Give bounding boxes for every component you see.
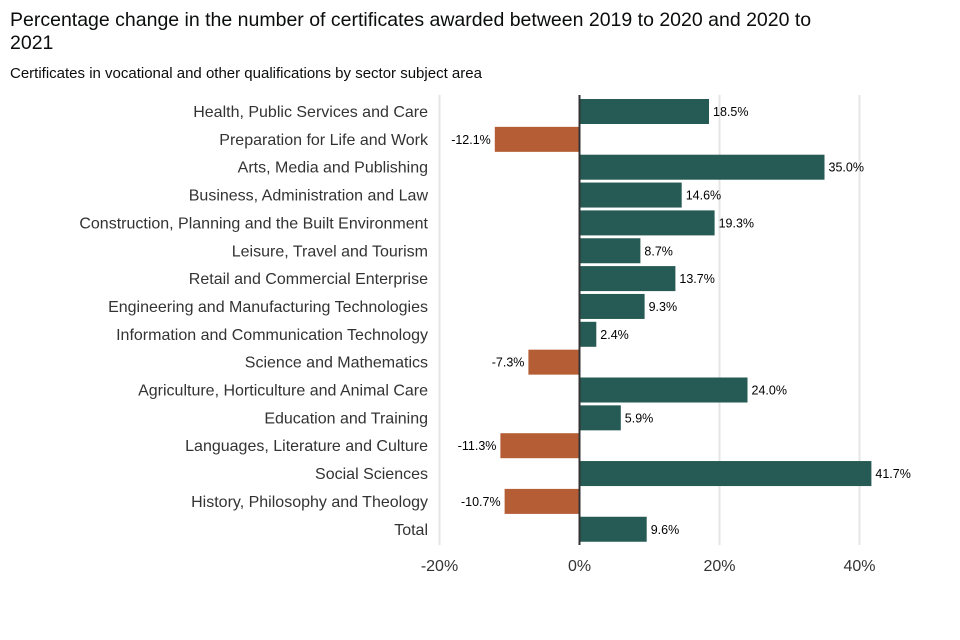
bar — [579, 210, 715, 236]
bar — [579, 238, 641, 264]
bar — [579, 266, 676, 292]
data-label: 8.7% — [644, 244, 673, 258]
category-label: Business, Administration and Law — [189, 188, 429, 205]
bar — [504, 488, 580, 514]
data-label: 41.7% — [875, 467, 910, 481]
bar — [579, 321, 597, 347]
data-label: 14.6% — [686, 189, 721, 203]
x-tick-label: 40% — [843, 558, 875, 575]
category-label: Agriculture, Horticulture and Animal Car… — [138, 383, 428, 400]
data-label: 2.4% — [600, 328, 629, 342]
data-label: -7.3% — [492, 356, 525, 370]
data-label: 35.0% — [829, 161, 864, 175]
category-label: Preparation for Life and Work — [219, 132, 429, 149]
data-label: 9.6% — [651, 523, 680, 537]
bar — [579, 377, 748, 403]
chart-title: Percentage change in the number of certi… — [10, 9, 812, 54]
x-tick-label: 20% — [703, 558, 735, 575]
data-label: 5.9% — [625, 411, 654, 425]
bar — [579, 516, 647, 542]
data-label: 19.3% — [719, 216, 754, 230]
category-label: Engineering and Manufacturing Technologi… — [108, 299, 428, 316]
bar — [579, 99, 709, 124]
category-label: History, Philosophy and Theology — [191, 494, 428, 511]
x-tick-label: -20% — [421, 558, 458, 575]
data-label: 9.3% — [649, 300, 678, 314]
category-label: Total — [394, 522, 428, 539]
data-label: 18.5% — [713, 105, 748, 119]
bar — [500, 433, 580, 459]
bar — [494, 126, 580, 152]
bar — [579, 182, 682, 208]
category-label: Retail and Commercial Enterprise — [189, 271, 428, 288]
category-label: Science and Mathematics — [245, 355, 428, 372]
category-label: Information and Communication Technology — [116, 327, 428, 344]
chart-subtitle: Certificates in vocational and other qua… — [10, 65, 482, 82]
bar — [579, 461, 872, 487]
category-label: Arts, Media and Publishing — [238, 160, 428, 177]
bar — [579, 293, 645, 319]
bar — [579, 154, 825, 180]
bar — [528, 349, 580, 375]
bar — [579, 405, 621, 431]
x-tick-label: 0% — [568, 558, 591, 575]
data-label: -12.1% — [451, 133, 491, 147]
category-label: Languages, Literature and Culture — [185, 438, 428, 455]
data-label: -10.7% — [461, 495, 501, 509]
category-label: Health, Public Services and Care — [193, 104, 428, 121]
data-label: 24.0% — [752, 384, 787, 398]
category-label: Leisure, Travel and Tourism — [232, 243, 428, 260]
data-label: -11.3% — [458, 439, 497, 453]
category-label: Social Sciences — [315, 466, 428, 483]
category-label: Education and Training — [264, 410, 428, 427]
data-label: 13.7% — [679, 272, 714, 286]
category-label: Construction, Planning and the Built Env… — [79, 215, 428, 232]
